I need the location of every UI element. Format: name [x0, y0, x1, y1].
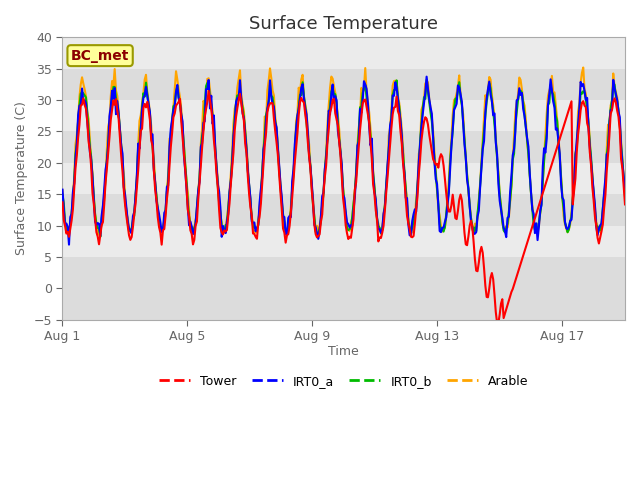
- Legend: Tower, IRT0_a, IRT0_b, Arable: Tower, IRT0_a, IRT0_b, Arable: [154, 370, 534, 393]
- Text: BC_met: BC_met: [71, 48, 129, 62]
- Bar: [63, 194, 625, 226]
- Y-axis label: Surface Temperature (C): Surface Temperature (C): [15, 102, 28, 255]
- Bar: [63, 69, 625, 100]
- Bar: [63, 132, 625, 163]
- Bar: [63, 100, 625, 132]
- Bar: [63, 163, 625, 194]
- Title: Surface Temperature: Surface Temperature: [249, 15, 438, 33]
- Bar: [63, 257, 625, 320]
- Bar: [63, 226, 625, 257]
- Bar: [63, 37, 625, 69]
- X-axis label: Time: Time: [328, 345, 359, 358]
